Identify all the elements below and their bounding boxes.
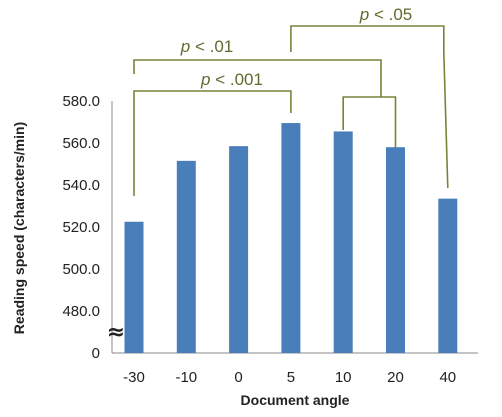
significance-label: p < .01 — [180, 37, 233, 56]
axis-break-symbol: ≈ — [107, 320, 125, 345]
y-zero-tick-label: 0 — [92, 345, 100, 362]
y-tick-label: 540.0 — [62, 177, 100, 194]
bar-5 — [281, 123, 301, 353]
x-tick-labels: -30 -10 0 5 10 20 40 — [123, 369, 456, 386]
bracket-p05 — [290, 25, 445, 52]
y-tick-label: 480.0 — [62, 303, 100, 320]
x-tick-label: 20 — [387, 369, 404, 386]
y-axis-title: Reading speed (characters/min) — [11, 122, 27, 334]
bar--10 — [176, 160, 196, 353]
significance-label: p < .001 — [200, 70, 263, 89]
bar-40 — [438, 198, 458, 353]
bracket-p001 — [133, 90, 292, 113]
bracket-p05-leader — [443, 51, 449, 189]
bar-10 — [333, 131, 353, 353]
x-tick-label: 40 — [439, 369, 456, 386]
bars — [124, 123, 458, 353]
x-tick-label: -30 — [123, 369, 145, 386]
bar-0 — [229, 146, 249, 353]
x-axis-title: Document angle — [241, 392, 350, 408]
bracket-10-20 — [342, 96, 397, 148]
x-tick-label: 10 — [335, 369, 352, 386]
bracket-p01 — [133, 59, 382, 97]
y-tick-label: 500.0 — [62, 261, 100, 278]
x-tick-label: 0 — [234, 369, 242, 386]
bar--30 — [124, 221, 144, 353]
bar-20 — [386, 147, 405, 353]
x-tick-label: -10 — [175, 369, 197, 386]
y-tick-label: 560.0 — [62, 135, 100, 152]
y-tick-label: 520.0 — [62, 219, 100, 236]
significance-label: p < .05 — [359, 5, 412, 24]
y-tick-label: 580.0 — [62, 93, 100, 110]
y-tick-labels: 580.0 560.0 540.0 520.0 500.0 480.0 — [62, 93, 100, 320]
x-tick-label: 5 — [287, 369, 295, 386]
significance-brackets: p < .05 p < .01 p < .001 — [133, 5, 449, 196]
